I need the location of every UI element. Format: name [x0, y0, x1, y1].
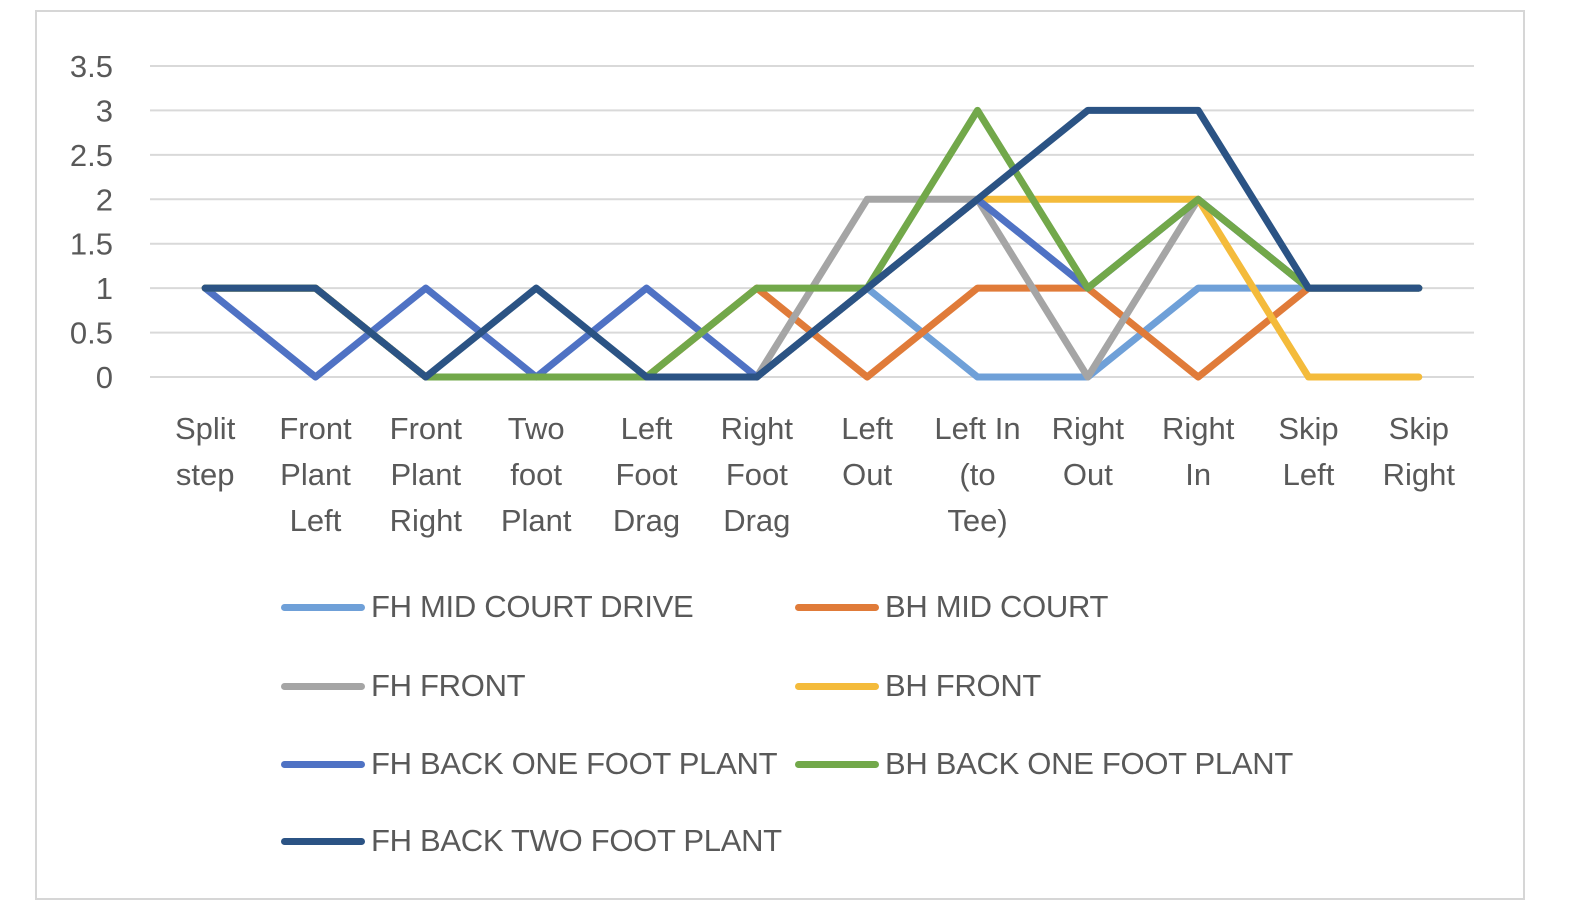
- legend-item: BH MID COURT: [795, 587, 1108, 627]
- x-tick-label: Right Foot Drag: [721, 411, 794, 538]
- series-line-6: [201, 106, 1423, 381]
- legend-item: BH BACK ONE FOOT PLANT: [795, 744, 1293, 784]
- y-tick-label: 3: [96, 93, 113, 128]
- x-tick-label: Front Plant Right: [390, 411, 463, 538]
- x-axis-ticks: Split step Front Plant Left Front Plant Right Tw…: [175, 411, 1455, 538]
- legend-item: BH FRONT: [795, 666, 1041, 706]
- legend-swatch: [281, 603, 365, 611]
- x-tick-label: Left Foot Drag: [613, 411, 680, 538]
- y-tick-label: 1: [96, 271, 113, 306]
- legend-label: BH MID COURT: [885, 589, 1109, 624]
- legend-label: FH BACK TWO FOOT PLANT: [371, 823, 782, 858]
- line-chart: 0 0.5 1 1.5 2 2.5 3 3.5 Split step Front Plant Left…: [70, 49, 1474, 538]
- legend-swatch: [795, 682, 879, 690]
- legend-swatch: [795, 760, 879, 768]
- series-lines: [201, 106, 1423, 381]
- y-tick-label: 2.5: [70, 138, 113, 173]
- y-tick-label: 3.5: [70, 49, 113, 84]
- legend-item: FH BACK TWO FOOT PLANT: [281, 821, 782, 861]
- legend-swatch: [281, 837, 365, 845]
- legend-swatch: [795, 603, 879, 611]
- chart-frame: 0 0.5 1 1.5 2 2.5 3 3.5 Split step Front Plant Left…: [35, 10, 1525, 900]
- y-tick-label: 2: [96, 182, 113, 217]
- x-tick-label: Left Out: [841, 411, 893, 492]
- x-tick-label: Split step: [175, 411, 236, 492]
- legend-label: FH FRONT: [371, 668, 526, 703]
- y-tick-label: 0.5: [70, 316, 113, 351]
- y-tick-label: 0: [96, 360, 113, 395]
- legend-item: FH FRONT: [281, 666, 526, 706]
- legend-item: FH MID COURT DRIVE: [281, 587, 694, 627]
- legend-label: BH BACK ONE FOOT PLANT: [885, 746, 1293, 781]
- legend-label: FH MID COURT DRIVE: [371, 589, 694, 624]
- legend-swatch: [281, 682, 365, 690]
- legend-swatch: [281, 760, 365, 768]
- x-tick-label: Right Out: [1052, 411, 1125, 492]
- legend-label: BH FRONT: [885, 668, 1042, 703]
- legend-label: FH BACK ONE FOOT PLANT: [371, 746, 778, 781]
- x-tick-label: Two foot Plant: [501, 411, 572, 538]
- x-tick-label: Skip Right: [1383, 411, 1456, 492]
- x-tick-label: Skip Left: [1278, 411, 1338, 492]
- y-tick-label: 1.5: [70, 227, 113, 262]
- x-tick-label: Front Plant Left: [279, 411, 352, 538]
- legend-item: FH BACK ONE FOOT PLANT: [281, 744, 778, 784]
- x-tick-label: Right In: [1162, 411, 1235, 492]
- x-tick-label: Left In (to Tee): [934, 411, 1020, 538]
- y-axis-ticks: 0 0.5 1 1.5 2 2.5 3 3.5: [70, 49, 113, 395]
